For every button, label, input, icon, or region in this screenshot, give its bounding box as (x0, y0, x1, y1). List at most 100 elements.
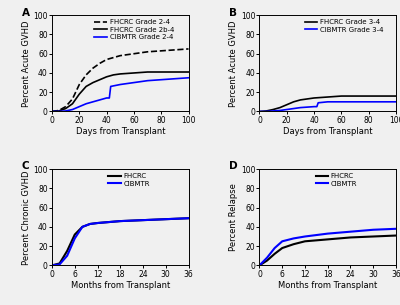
CIBMTR Grade 2-4 (90, 100, 95, 104)
Legend: FHCRC, CIBMTR: FHCRC, CIBMTR (315, 173, 358, 187)
FHCRC (57, 262, 62, 265)
FHCRC Grade 3-4 (339, 94, 344, 98)
CIBMTR Grade 3-4 (284, 108, 289, 111)
FHCRC Grade 3-4 (325, 95, 330, 99)
Legend: FHCRC, CIBMTR: FHCRC, CIBMTR (107, 173, 150, 187)
FHCRC (371, 235, 376, 238)
CIBMTR (291, 237, 296, 240)
CIBMTR (302, 235, 307, 238)
Legend: FHCRC Grade 2-4, FHCRC Grade 2b-4, CIBMTR Grade 2-4: FHCRC Grade 2-4, FHCRC Grade 2b-4, CIBMT… (94, 19, 175, 41)
CIBMTR Grade 3-4 (312, 105, 316, 109)
CIBMTR Grade 2-4 (56, 109, 61, 113)
CIBMTR Grade 2-4 (97, 98, 102, 102)
CIBMTR Grade 3-4 (271, 109, 276, 113)
CIBMTR Grade 3-4 (278, 109, 282, 112)
Y-axis label: Percent Acute GVHD: Percent Acute GVHD (229, 20, 238, 106)
FHCRC (106, 220, 111, 224)
CIBMTR Grade 2-4 (63, 109, 68, 113)
CIBMTR Grade 3-4 (380, 100, 385, 104)
FHCRC (65, 249, 70, 253)
FHCRC Grade 2b-4 (111, 73, 116, 77)
FHCRC (280, 246, 285, 250)
FHCRC (72, 233, 77, 236)
CIBMTR Grade 3-4 (339, 100, 344, 104)
Y-axis label: Percent Acute GVHD: Percent Acute GVHD (22, 20, 30, 106)
FHCRC (80, 225, 85, 229)
FHCRC Grade 3-4 (305, 97, 310, 101)
CIBMTR Grade 3-4 (316, 101, 320, 105)
Text: C: C (22, 161, 30, 171)
CIBMTR Grade 3-4 (264, 109, 269, 113)
CIBMTR Grade 3-4 (305, 105, 310, 109)
Line: FHCRC: FHCRC (260, 235, 396, 265)
CIBMTR Grade 3-4 (366, 100, 371, 104)
FHCRC Grade 2-4 (84, 73, 88, 77)
CIBMTR Grade 3-4 (325, 100, 330, 104)
FHCRC Grade 3-4 (394, 94, 398, 98)
FHCRC Grade 2b-4 (145, 70, 150, 74)
FHCRC Grade 2-4 (70, 97, 75, 101)
FHCRC (291, 242, 296, 246)
Text: D: D (230, 161, 238, 171)
FHCRC Grade 2b-4 (70, 102, 75, 106)
CIBMTR Grade 2-4 (159, 78, 164, 81)
Y-axis label: Percent Chronic GVHD: Percent Chronic GVHD (22, 170, 30, 264)
CIBMTR (348, 230, 353, 234)
FHCRC (325, 238, 330, 241)
FHCRC Grade 2b-4 (90, 81, 95, 84)
Line: FHCRC: FHCRC (52, 218, 188, 265)
FHCRC Grade 2-4 (159, 49, 164, 53)
FHCRC Grade 3-4 (312, 96, 316, 100)
FHCRC Grade 2b-4 (159, 70, 164, 74)
Legend: FHCRC Grade 3-4, CIBMTR Grade 3-4: FHCRC Grade 3-4, CIBMTR Grade 3-4 (304, 19, 384, 34)
Line: FHCRC Grade 3-4: FHCRC Grade 3-4 (260, 96, 396, 111)
CIBMTR Grade 3-4 (257, 109, 262, 113)
FHCRC Grade 2-4 (132, 52, 136, 56)
CIBMTR (88, 222, 92, 226)
X-axis label: Months from Transplant: Months from Transplant (71, 281, 170, 290)
CIBMTR (280, 239, 285, 243)
CIBMTR (257, 264, 262, 267)
CIBMTR Grade 2-4 (186, 76, 191, 80)
CIBMTR (95, 221, 100, 225)
FHCRC Grade 3-4 (366, 94, 371, 98)
FHCRC Grade 2-4 (145, 50, 150, 54)
FHCRC Grade 2b-4 (118, 72, 123, 76)
FHCRC (257, 264, 262, 267)
CIBMTR (106, 220, 111, 224)
CIBMTR Grade 2-4 (132, 81, 136, 84)
FHCRC Grade 2-4 (186, 47, 191, 51)
CIBMTR Grade 2-4 (107, 96, 112, 100)
FHCRC Grade 2b-4 (172, 70, 177, 74)
FHCRC Grade 3-4 (284, 103, 289, 106)
FHCRC Grade 3-4 (380, 94, 385, 98)
CIBMTR Grade 3-4 (353, 100, 358, 104)
FHCRC Grade 2-4 (97, 62, 102, 65)
FHCRC Grade 2-4 (56, 109, 61, 112)
CIBMTR Grade 2-4 (70, 108, 75, 111)
CIBMTR (186, 216, 191, 220)
FHCRC (95, 221, 100, 225)
CIBMTR Grade 2-4 (77, 105, 82, 109)
CIBMTR (118, 219, 123, 223)
FHCRC Grade 3-4 (278, 106, 282, 109)
FHCRC Grade 3-4 (298, 98, 303, 102)
FHCRC Grade 2-4 (50, 109, 54, 113)
FHCRC Grade 2-4 (104, 58, 109, 61)
FHCRC (186, 216, 191, 220)
FHCRC Grade 2-4 (63, 105, 68, 109)
Y-axis label: Percent Relapse: Percent Relapse (229, 183, 238, 251)
CIBMTR Grade 3-4 (314, 105, 319, 109)
CIBMTR Grade 3-4 (298, 106, 303, 109)
FHCRC (272, 252, 277, 256)
CIBMTR Grade 2-4 (145, 79, 150, 82)
Line: CIBMTR Grade 2-4: CIBMTR Grade 2-4 (52, 78, 188, 111)
FHCRC (348, 236, 353, 239)
CIBMTR Grade 2-4 (84, 102, 88, 106)
CIBMTR Grade 2-4 (104, 96, 109, 100)
CIBMTR Grade 2-4 (50, 109, 54, 113)
CIBMTR (57, 263, 62, 266)
FHCRC (265, 259, 270, 262)
CIBMTR (141, 218, 146, 222)
CIBMTR (394, 227, 398, 231)
